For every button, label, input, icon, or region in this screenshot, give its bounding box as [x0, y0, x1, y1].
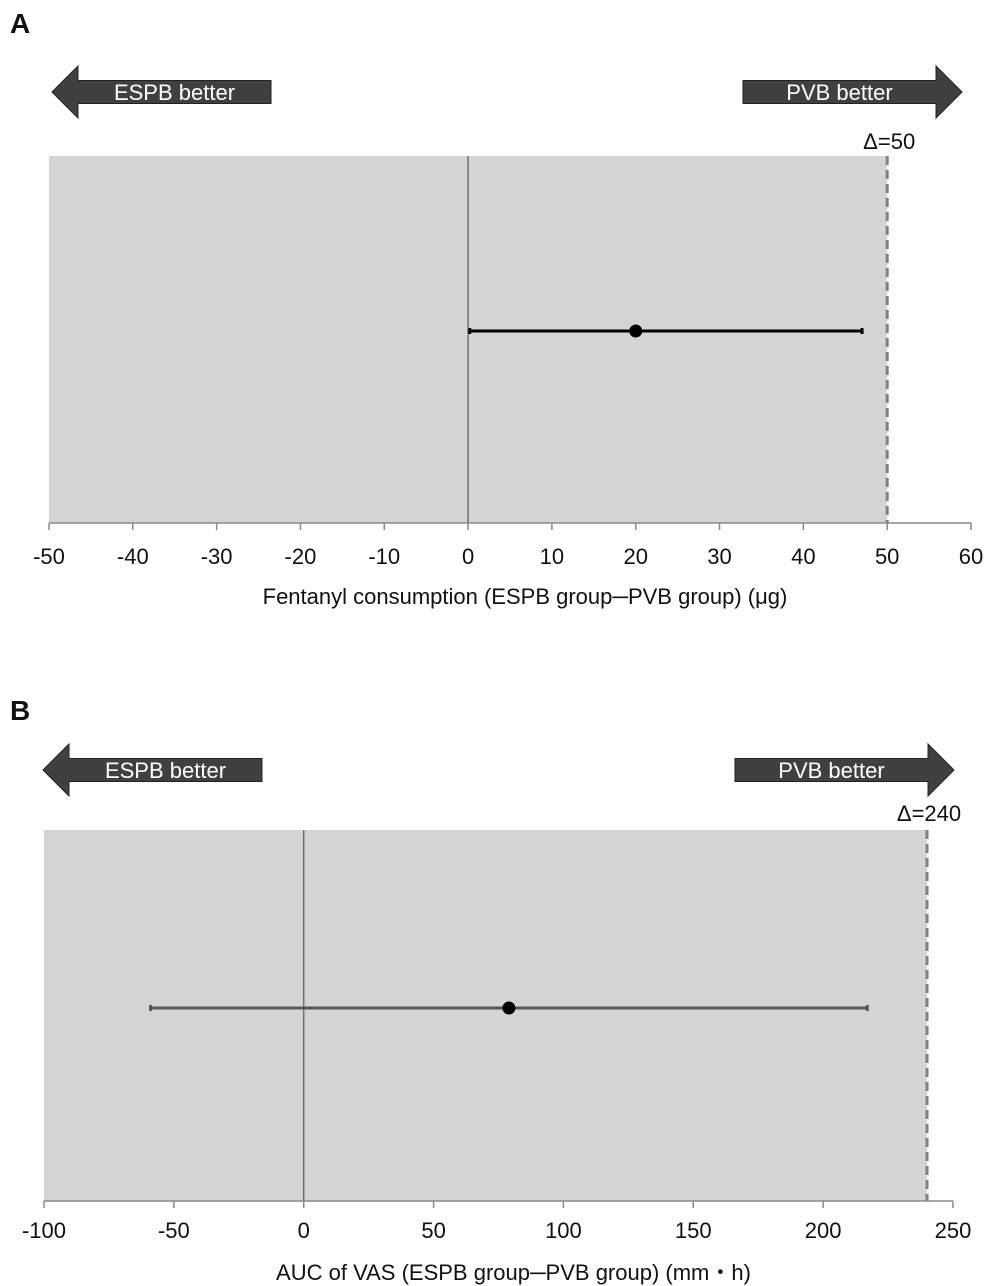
x-tick-label: 50	[875, 544, 899, 569]
point-estimate	[629, 324, 643, 338]
left-arrow-label: ESPB better	[105, 758, 226, 783]
x-tick-label: 0	[462, 544, 474, 569]
x-tick-label: -100	[22, 1218, 66, 1243]
x-axis-label: AUC of VAS (ESPB group─PVB group) (mm・h)	[276, 1260, 751, 1285]
panel-letter: A	[10, 8, 30, 39]
x-tick-label: -40	[117, 544, 149, 569]
panel-letter: B	[10, 695, 30, 726]
x-tick-label: 60	[959, 544, 983, 569]
x-tick-label: 20	[623, 544, 647, 569]
margin-label: Δ=240	[897, 801, 961, 826]
x-tick-label: 30	[707, 544, 731, 569]
left-arrow	[51, 64, 272, 120]
x-tick-label: -50	[33, 544, 65, 569]
right-arrow-label: PVB better	[786, 80, 892, 105]
x-tick-label: 50	[421, 1218, 445, 1243]
point-estimate	[502, 1001, 516, 1015]
plot-area	[44, 830, 928, 1201]
x-tick-label: 40	[791, 544, 815, 569]
x-tick-label: -10	[368, 544, 400, 569]
x-tick-label: 250	[935, 1218, 972, 1243]
right-arrow	[742, 64, 963, 120]
x-tick-label: 0	[298, 1218, 310, 1243]
x-tick-label: -50	[158, 1218, 190, 1243]
left-arrow	[42, 742, 263, 798]
x-tick-label: -20	[285, 544, 317, 569]
x-tick-label: 100	[545, 1218, 582, 1243]
panel-b: B ESPB better PVB better Δ=240 -100 -50 0 50 100…	[10, 695, 971, 1285]
x-axis-label: Fentanyl consumption (ESPB group─PVB gro…	[263, 584, 788, 609]
x-tick-label: 10	[540, 544, 564, 569]
x-tick-label: 150	[675, 1218, 712, 1243]
right-arrow	[734, 742, 955, 798]
left-arrow-label: ESPB better	[114, 80, 235, 105]
x-tick-label: 200	[805, 1218, 842, 1243]
x-tick-label: -30	[201, 544, 233, 569]
panel-a: A ESPB better PVB better Δ=50 -50 -40 -30 -20 -1…	[10, 8, 983, 609]
margin-label: Δ=50	[863, 129, 915, 154]
right-arrow-label: PVB better	[778, 758, 884, 783]
